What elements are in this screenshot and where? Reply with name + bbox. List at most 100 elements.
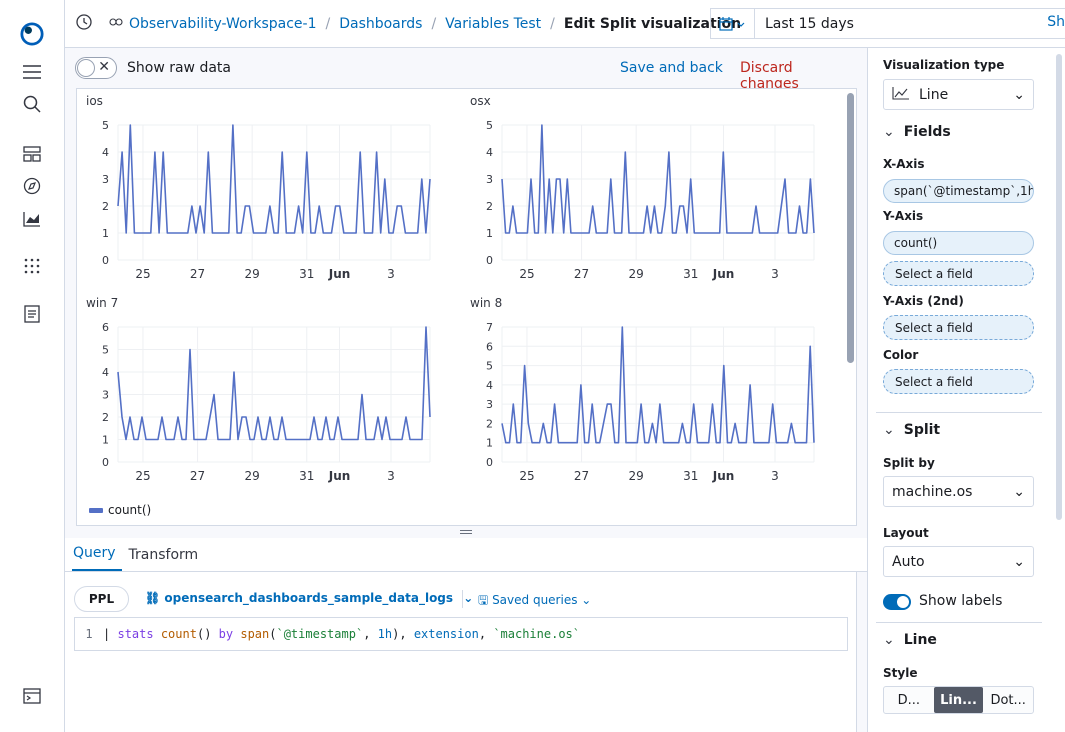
menu-icon[interactable] bbox=[20, 60, 44, 84]
show-labels-switch[interactable] bbox=[883, 594, 911, 610]
chevron-down-icon: ⌄ bbox=[1013, 483, 1025, 500]
chevron-down-icon: ⌄ bbox=[463, 591, 474, 605]
close-icon: ✕ bbox=[98, 59, 110, 75]
y-tick-label: 5 bbox=[486, 360, 493, 373]
x-tick-label: Jun bbox=[328, 267, 351, 281]
y-tick-label: 4 bbox=[486, 379, 493, 392]
yaxis2-label: Y-Axis (2nd) bbox=[883, 294, 964, 308]
line-style-group: D... Lin... Dot... bbox=[883, 686, 1034, 714]
yaxis2-add-field[interactable]: Select a field bbox=[883, 315, 1034, 340]
y-tick-label: 4 bbox=[486, 146, 493, 159]
x-tick-label: 29 bbox=[245, 267, 260, 281]
style-option-default[interactable]: D... bbox=[897, 692, 921, 708]
x-tick-label: 3 bbox=[771, 267, 779, 281]
x-tick-label: 29 bbox=[629, 267, 644, 281]
series-line bbox=[117, 124, 431, 234]
top-bar: Observability-Workspace-1 / Dashboards /… bbox=[65, 0, 1065, 48]
viz-scrollbar[interactable] bbox=[847, 93, 854, 363]
raw-data-toggle[interactable]: ✕ bbox=[75, 57, 117, 79]
y-tick-label: 2 bbox=[102, 411, 109, 424]
calendar-dropdown-button[interactable] bbox=[711, 9, 755, 38]
apps-grid-icon[interactable] bbox=[20, 254, 44, 278]
index-selector[interactable]: ⛓ opensearch_dashboards_sample_data_logs… bbox=[145, 591, 474, 605]
x-tick-label: 3 bbox=[771, 469, 779, 483]
dashboard-icon[interactable] bbox=[20, 142, 44, 166]
date-picker: Last 15 days bbox=[710, 8, 1065, 39]
chevron-down-icon: ⌄ bbox=[1013, 86, 1025, 103]
config-panel: Visualization type Line ⌄ ⌄ Fields X-Axi… bbox=[867, 48, 1065, 732]
save-icon: 🖫 bbox=[478, 593, 489, 607]
toolbar: ✕ Show raw data Save and back Discard ch… bbox=[75, 56, 855, 92]
x-tick-label: 31 bbox=[683, 469, 698, 483]
search-icon[interactable] bbox=[20, 92, 44, 116]
save-and-back-button[interactable]: Save and back bbox=[620, 60, 723, 76]
breadcrumb: Observability-Workspace-1 / Dashboards /… bbox=[99, 16, 741, 32]
saved-queries-button[interactable]: 🖫 Saved queries ⌄ bbox=[478, 593, 592, 607]
x-tick-label: 25 bbox=[519, 267, 534, 281]
chart-legend[interactable]: count() bbox=[89, 503, 151, 517]
workspace: ✕ Show raw data Save and back Discard ch… bbox=[65, 48, 867, 732]
viz-type-select[interactable]: Line ⌄ bbox=[883, 79, 1034, 110]
x-tick-label: 31 bbox=[299, 267, 314, 281]
y-tick-label: 4 bbox=[102, 146, 109, 159]
chevron-down-icon: ⌄ bbox=[883, 632, 895, 648]
x-tick-label: 25 bbox=[135, 267, 150, 281]
tab-transform[interactable]: Transform bbox=[128, 547, 199, 563]
split-section-toggle[interactable]: ⌄ Split bbox=[883, 422, 941, 438]
resize-handle[interactable] bbox=[65, 529, 867, 537]
series-line bbox=[501, 124, 815, 234]
yaxis-add-field[interactable]: Select a field bbox=[883, 261, 1034, 286]
breadcrumb-variables-test[interactable]: Variables Test bbox=[445, 15, 542, 32]
layout-select[interactable]: Auto ⌄ bbox=[883, 546, 1034, 577]
breadcrumb-dashboards[interactable]: Dashboards bbox=[339, 15, 423, 32]
x-tick-label: 3 bbox=[387, 267, 395, 281]
y-tick-label: 3 bbox=[486, 398, 493, 411]
config-scrollbar[interactable] bbox=[1056, 54, 1062, 520]
history-icon[interactable] bbox=[75, 13, 95, 35]
y-tick-label: 6 bbox=[486, 340, 493, 353]
fields-section-toggle[interactable]: ⌄ Fields bbox=[883, 124, 951, 140]
color-add-field[interactable]: Select a field bbox=[883, 369, 1034, 394]
query-editor[interactable]: 1 | stats count() by span(`@timestamp`, … bbox=[74, 617, 848, 651]
style-option-dots[interactable]: Dot... bbox=[990, 692, 1026, 708]
x-tick-label: 3 bbox=[387, 469, 395, 483]
y-tick-label: 2 bbox=[486, 200, 493, 213]
x-tick-label: 27 bbox=[574, 469, 589, 483]
language-button[interactable]: PPL bbox=[74, 586, 129, 612]
raw-data-label: Show raw data bbox=[127, 60, 231, 76]
line-section-toggle[interactable]: ⌄ Line bbox=[883, 632, 937, 648]
x-tick-label: Jun bbox=[712, 469, 735, 483]
chevron-down-icon: ⌄ bbox=[1013, 553, 1025, 570]
xaxis-field[interactable]: span(`@timestamp`,1h) bbox=[883, 179, 1034, 203]
y-tick-label: 4 bbox=[102, 366, 109, 379]
viz-type-label: Visualization type bbox=[883, 58, 1005, 72]
visualize-icon[interactable] bbox=[20, 207, 44, 231]
x-tick-label: 31 bbox=[299, 469, 314, 483]
notebook-icon[interactable] bbox=[20, 302, 44, 326]
query-tabs: Query Transform bbox=[65, 538, 867, 572]
x-tick-label: 27 bbox=[574, 267, 589, 281]
workspace-icon bbox=[109, 16, 123, 32]
chart-title: win 8 bbox=[470, 296, 502, 310]
breadcrumb-workspace[interactable]: Observability-Workspace-1 bbox=[129, 15, 317, 32]
date-range-text[interactable]: Last 15 days bbox=[765, 15, 854, 32]
y-tick-label: 7 bbox=[486, 321, 493, 334]
style-option-line[interactable]: Lin... bbox=[933, 687, 984, 713]
opensearch-logo-icon[interactable] bbox=[20, 22, 44, 46]
show-dates-button[interactable]: Sh bbox=[1047, 14, 1065, 30]
split-by-select[interactable]: machine.os ⌄ bbox=[883, 476, 1034, 507]
y-tick-label: 0 bbox=[486, 456, 493, 469]
console-icon[interactable] bbox=[20, 684, 44, 708]
index-icon: ⛓ bbox=[145, 591, 161, 605]
chevron-down-icon: ⌄ bbox=[883, 422, 895, 438]
compass-icon[interactable] bbox=[20, 174, 44, 198]
line-chart-icon bbox=[892, 86, 910, 104]
y-tick-label: 0 bbox=[486, 254, 493, 267]
y-tick-label: 0 bbox=[102, 254, 109, 267]
yaxis-field[interactable]: count() bbox=[883, 231, 1034, 255]
tab-query[interactable]: Query bbox=[72, 545, 122, 571]
layout-label: Layout bbox=[883, 526, 929, 540]
series-line bbox=[117, 326, 431, 441]
y-tick-label: 3 bbox=[486, 173, 493, 186]
